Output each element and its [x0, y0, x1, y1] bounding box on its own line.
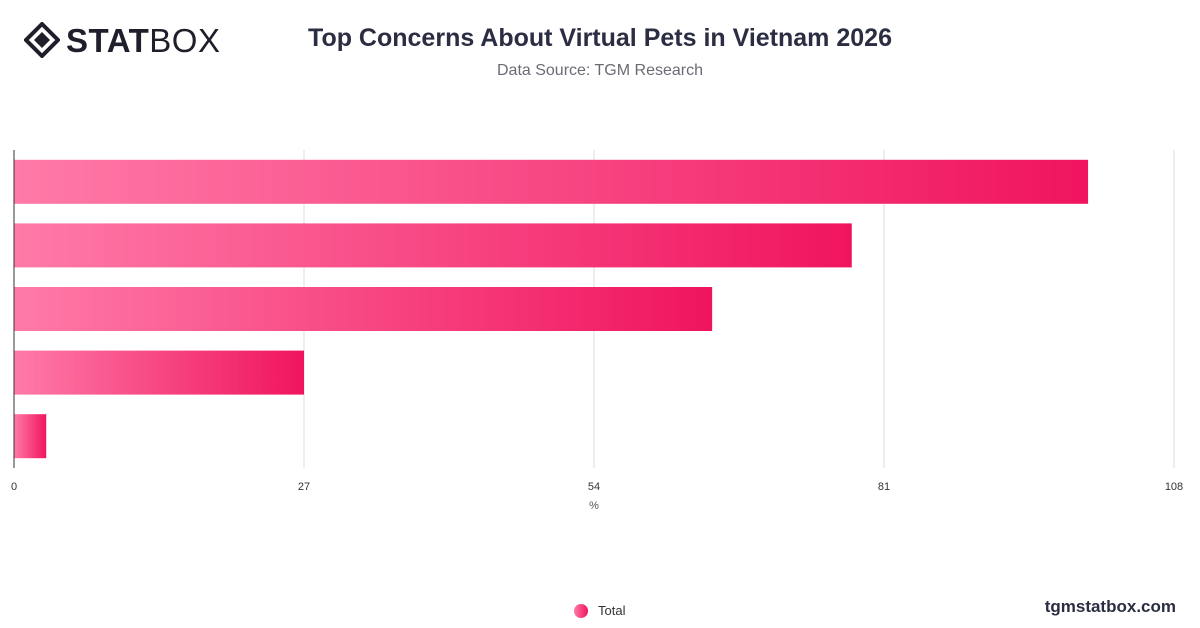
x-tick-label: 0: [11, 481, 17, 493]
brand-wordmark: STATBOX: [66, 24, 220, 57]
bar[interactable]: [14, 350, 304, 395]
statbox-diamond-icon: [24, 22, 60, 58]
brand-wordmark-bold: STAT: [66, 21, 150, 59]
chart-legend[interactable]: Total: [574, 603, 625, 618]
brand-logo: STATBOX: [24, 22, 220, 58]
brand-wordmark-light: BOX: [149, 21, 221, 59]
bar[interactable]: [14, 414, 47, 459]
legend-swatch: [574, 603, 588, 618]
bar-chart: 0 27 54 81 108%: [11, 150, 1183, 512]
x-tick-label: 54: [588, 481, 600, 493]
bar[interactable]: [14, 287, 713, 331]
legend-label: Total: [598, 603, 626, 618]
x-axis-title: %: [589, 500, 599, 512]
chart-subtitle: Data Source: TGM Research: [496, 62, 703, 79]
bar[interactable]: [14, 159, 1089, 204]
site-url[interactable]: tgmstatbox.com: [1044, 597, 1176, 616]
x-tick-label: 108: [1165, 481, 1183, 493]
bar[interactable]: [14, 223, 852, 268]
chart-title: Top Concerns About Virtual Pets in Vietn…: [308, 24, 892, 52]
x-tick-label: 81: [878, 481, 890, 493]
x-tick-label: 27: [298, 481, 310, 493]
